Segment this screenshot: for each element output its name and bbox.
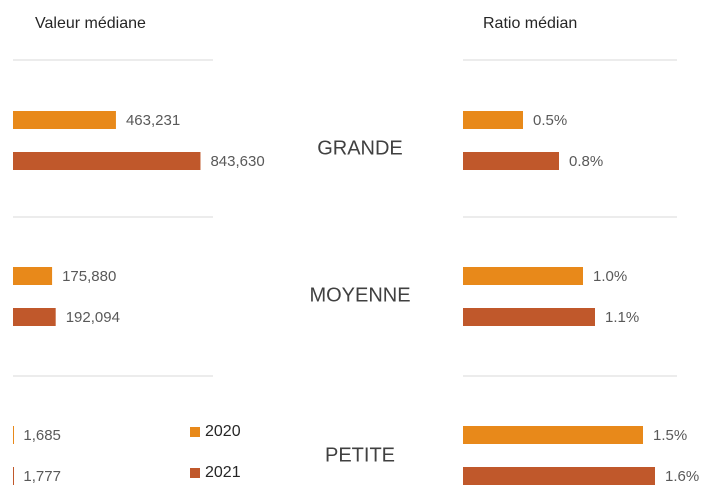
- bar: [463, 467, 655, 485]
- value-label: 0.5%: [533, 112, 567, 129]
- value-label: 1,777: [23, 468, 61, 485]
- bar: [13, 426, 14, 444]
- legend-swatch: [190, 468, 200, 478]
- bar: [13, 111, 116, 129]
- value-label: 1.1%: [605, 309, 639, 326]
- value-label: 1,685: [23, 427, 61, 444]
- value-label: 175,880: [62, 268, 116, 285]
- value-label: 1.5%: [653, 427, 687, 444]
- category-label: PETITE: [325, 444, 395, 466]
- legend-label: 2020: [205, 423, 241, 440]
- chart-title: Ratio médian: [483, 15, 577, 32]
- category-label: GRANDE: [317, 137, 403, 159]
- chart-title: Valeur médiane: [35, 15, 146, 32]
- bar: [13, 267, 53, 285]
- bar: [463, 426, 643, 444]
- value-label: 843,630: [210, 153, 264, 170]
- bar: [463, 308, 595, 326]
- value-label: 463,231: [126, 112, 180, 129]
- value-label: 1.0%: [593, 268, 627, 285]
- bar: [13, 467, 14, 485]
- value-label: 192,094: [66, 309, 120, 326]
- bar: [463, 267, 583, 285]
- legend-swatch: [190, 427, 200, 437]
- bar: [13, 152, 201, 170]
- category-label: MOYENNE: [309, 284, 410, 306]
- bar: [13, 308, 56, 326]
- value-label: 0.8%: [569, 153, 603, 170]
- value-label: 1.6%: [665, 468, 699, 485]
- legend-label: 2021: [205, 464, 241, 481]
- bar: [463, 152, 559, 170]
- bar: [463, 111, 523, 129]
